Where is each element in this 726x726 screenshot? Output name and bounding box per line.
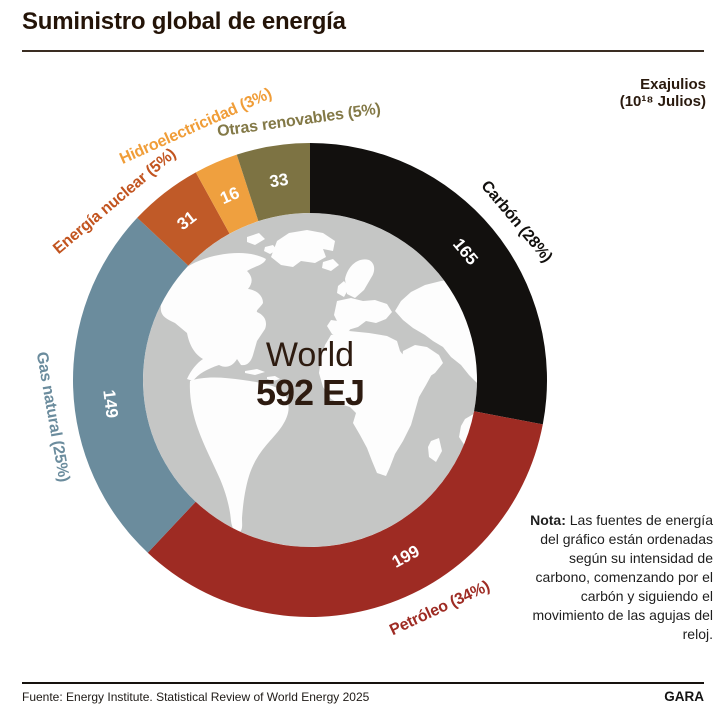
donut-segment-carb-n <box>310 143 547 425</box>
map-europe <box>334 298 392 330</box>
map-scandinavia <box>345 259 375 298</box>
map-uk <box>337 281 349 297</box>
segment-value-label: 149 <box>99 389 123 420</box>
map-africa <box>319 331 432 476</box>
map-north-america <box>160 253 267 381</box>
title-divider <box>22 50 704 52</box>
donut-segments-layer <box>72 143 547 617</box>
note-label: Nota: <box>530 512 566 528</box>
note-block: Nota: Las fuentes de energía del gráfico… <box>527 511 713 644</box>
donut-segment-gas-natural <box>72 217 196 553</box>
segment-value-label: 33 <box>267 170 290 192</box>
donut-segment-hidroelectricidad <box>195 154 259 234</box>
source-text: Fuente: Energy Institute. Statistical Re… <box>22 690 370 704</box>
map-arctic-islands <box>247 233 277 254</box>
units-line2: (10¹⁸ Julios) <box>619 93 706 110</box>
note-text: Las fuentes de energía del gráfico están… <box>532 512 713 642</box>
page-title: Suministro global de energía <box>22 8 346 35</box>
map-asia <box>395 279 477 383</box>
footer-divider <box>22 682 704 684</box>
map-iceland <box>322 259 339 271</box>
center-region-label: World <box>265 336 355 374</box>
brand-logo: GARA <box>664 689 704 704</box>
units-note: Exajulios (10¹⁸ Julios) <box>620 76 706 110</box>
map-south-america <box>189 377 289 533</box>
units-line1: Exajulios <box>640 76 706 93</box>
donut-segment-energ-a-nuclear <box>137 172 230 266</box>
chart-center-label: World 592 EJ <box>255 336 365 413</box>
donut-segment-otras-renovables <box>236 143 310 222</box>
donut-segment-petr-leo <box>147 411 543 617</box>
center-total-label: 592 EJ <box>255 372 365 413</box>
map-greenland <box>271 230 335 267</box>
map-madagascar <box>428 438 442 462</box>
map-caribbean-islands <box>245 369 280 381</box>
